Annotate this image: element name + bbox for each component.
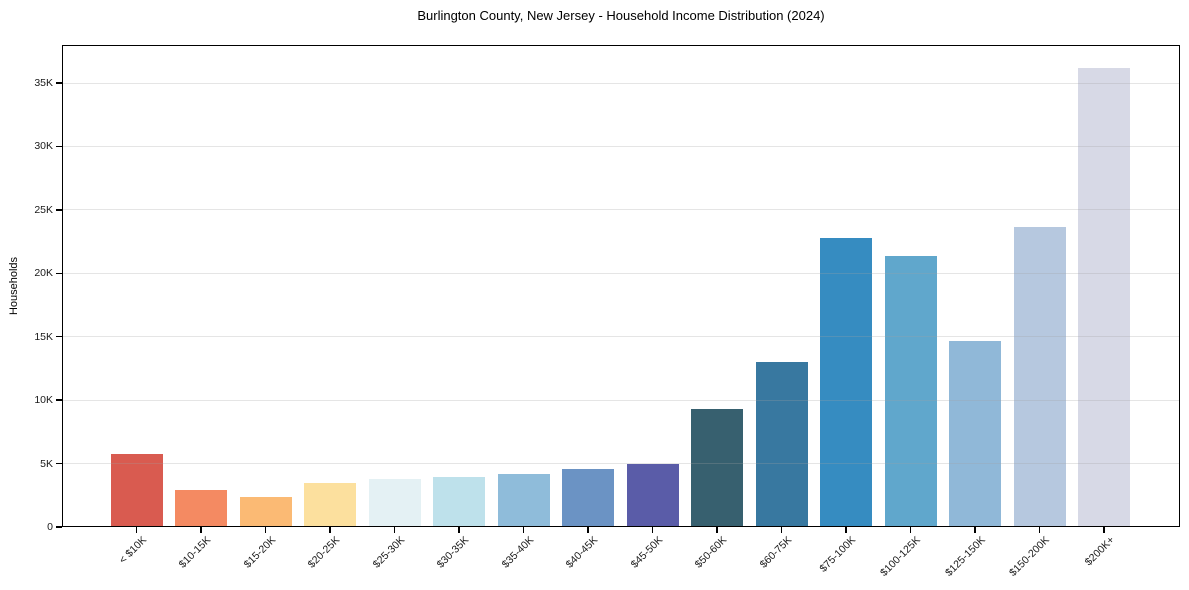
x-tick-mark (1103, 527, 1105, 533)
x-tick-mark (393, 527, 396, 533)
bar-20-25k (304, 482, 356, 527)
y-tick-mark (56, 82, 62, 84)
y-tick-mark (56, 272, 62, 275)
bar-60-75k (755, 362, 808, 527)
y-tick-mark (56, 399, 62, 401)
bar-45-50k (626, 463, 679, 527)
x-tick-label: $40-45K (563, 534, 601, 571)
x-tick-label: $60-75K (757, 534, 794, 571)
y-tick-mark (56, 526, 62, 528)
y-tick-label: 0 (47, 521, 53, 533)
plot-area (62, 45, 1180, 527)
x-tick-label: $15-20K (241, 534, 278, 571)
gridline (62, 82, 1180, 84)
y-axis-label: Households (8, 256, 20, 316)
x-tick-label: $100-125K (878, 534, 923, 579)
gridline (62, 399, 1180, 401)
bar-15-20k (239, 497, 292, 527)
x-tick-label: < $10K (116, 534, 149, 567)
bar-75-100k (820, 237, 872, 527)
x-tick-label: $75-100K (817, 534, 859, 575)
y-tick-label: 25K (34, 203, 53, 216)
x-tick-mark (845, 527, 847, 533)
bar-35-40k (497, 473, 550, 527)
x-tick-mark (200, 527, 202, 533)
x-tick-label: $25-30K (370, 534, 407, 571)
chart-title: Burlington County, New Jersey - Househol… (417, 8, 825, 23)
x-tick-label: $200K+ (1082, 534, 1117, 569)
x-tick-mark (264, 527, 267, 533)
x-tick-label: $10-15K (176, 534, 214, 571)
bar-30-35k (433, 476, 485, 527)
x-tick-label: $30-35K (434, 534, 472, 571)
y-tick-label: 15K (34, 330, 53, 343)
x-tick-mark (329, 527, 331, 533)
x-tick-mark (974, 527, 976, 533)
x-tick-mark (587, 527, 589, 533)
gridline (62, 272, 1180, 274)
y-tick-label: 5K (40, 457, 53, 470)
x-tick-mark (780, 527, 783, 533)
y-tick-label: 20K (34, 267, 53, 280)
gridline (62, 463, 1180, 465)
bar-40-45k (562, 469, 614, 527)
x-tick-mark (716, 527, 718, 533)
y-tick-label: 35K (34, 77, 53, 90)
y-tick-mark (56, 335, 62, 338)
x-tick-label: $50-60K (692, 534, 730, 571)
x-tick-mark (135, 527, 138, 533)
x-tick-mark (909, 527, 912, 533)
x-tick-mark (522, 527, 525, 533)
x-tick-label: $45-50K (628, 534, 665, 571)
gridline (62, 209, 1180, 211)
x-tick-label: $20-25K (305, 534, 343, 571)
x-tick-label: $150-200K (1007, 534, 1052, 579)
bar-50-60k (691, 409, 743, 527)
x-tick-mark (1038, 527, 1041, 533)
y-tick-label: 10K (34, 394, 53, 407)
x-tick-mark (651, 527, 654, 533)
bar-10k (110, 454, 163, 527)
y-tick-mark (56, 145, 62, 148)
y-tick-label: 30K (34, 140, 53, 153)
bar-10-15k (175, 490, 227, 527)
x-tick-label: $125-150K (942, 534, 988, 579)
y-tick-mark (56, 462, 62, 465)
bar-200k (1078, 68, 1130, 527)
axes-frame (62, 45, 1180, 527)
x-tick-label: $35-40K (499, 534, 536, 571)
bar-150-200k (1013, 227, 1066, 527)
gridline (62, 336, 1180, 338)
bar-100-125k (884, 255, 937, 527)
gridline (62, 145, 1180, 147)
y-tick-mark (56, 209, 62, 211)
x-tick-mark (458, 527, 460, 533)
bar-125-150k (949, 341, 1001, 527)
bar-25-30k (368, 479, 421, 527)
